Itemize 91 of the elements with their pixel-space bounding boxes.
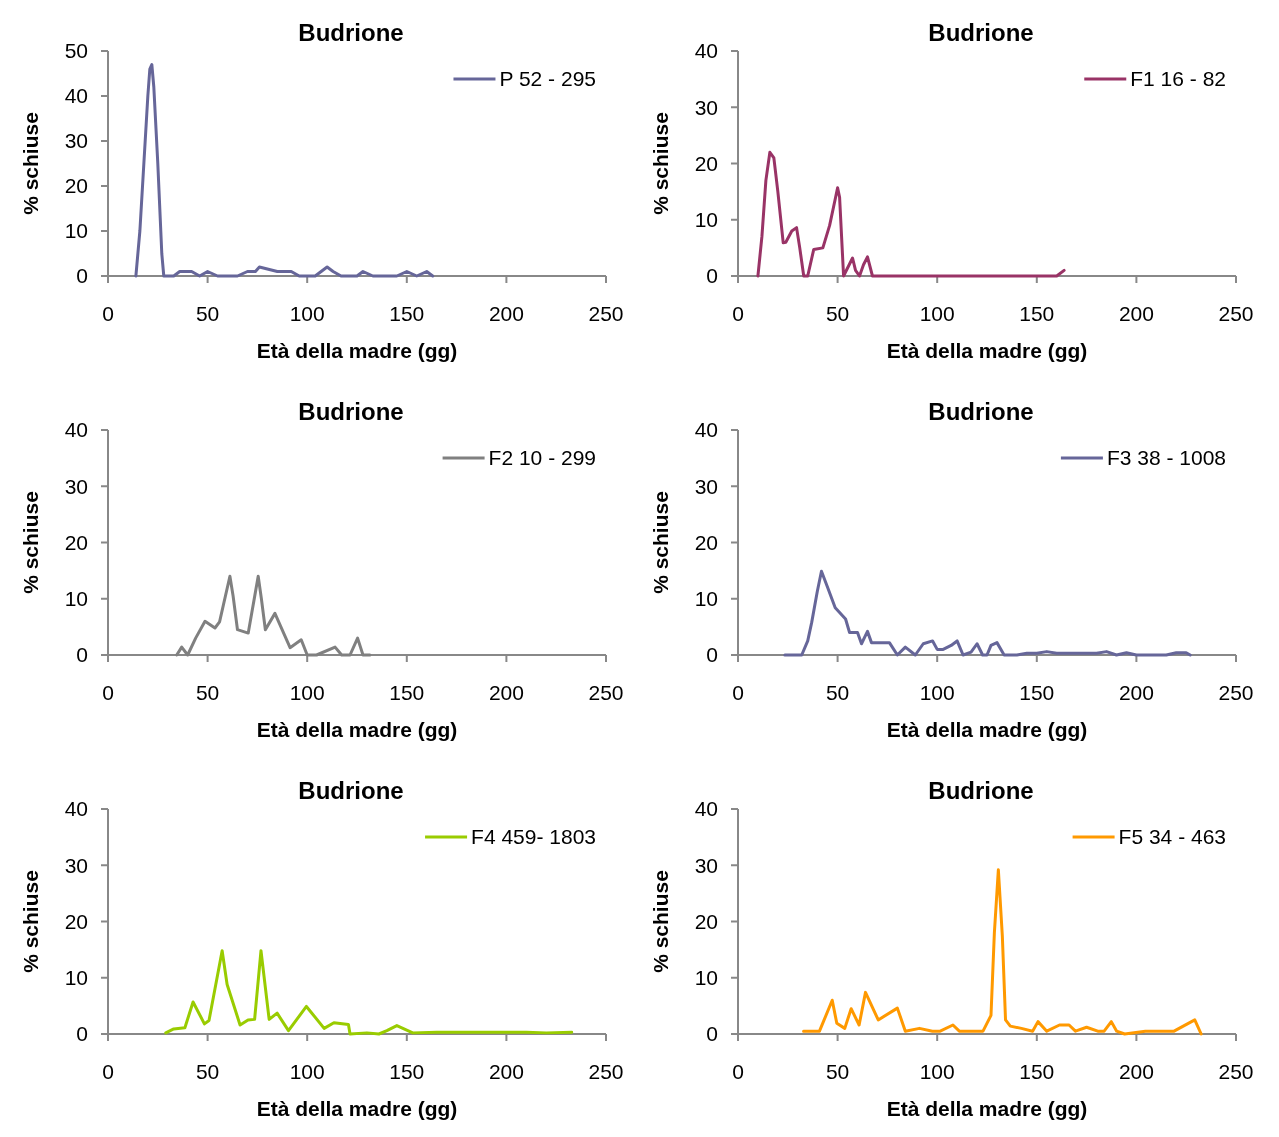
chart-title: Budrione	[928, 398, 1034, 425]
y-tick-label: 10	[64, 219, 88, 243]
y-tick-label: 40	[694, 39, 718, 63]
x-tick-label: 250	[588, 681, 624, 704]
y-tick-label: 20	[694, 151, 718, 175]
x-tick-label: 150	[389, 1060, 425, 1083]
y-tick-label: 30	[64, 474, 88, 498]
x-tick-label: 100	[289, 681, 325, 704]
chart-title: Budrione	[928, 777, 1034, 804]
x-tick-label: 50	[195, 1060, 220, 1083]
y-tick-label: 30	[64, 853, 88, 877]
x-tick-label: 200	[488, 302, 524, 325]
x-tick-label: 100	[289, 302, 325, 325]
legend-label: F3 38 - 1008	[1106, 446, 1226, 470]
x-tick-label: 50	[195, 681, 220, 704]
chart-title: Budrione	[298, 398, 404, 425]
chart-title: Budrione	[298, 777, 404, 804]
y-tick-label: 10	[694, 208, 718, 232]
y-tick-label: 20	[694, 530, 718, 554]
x-tick-label: 150	[389, 302, 425, 325]
y-tick-label: 0	[76, 643, 88, 667]
y-tick-label: 20	[694, 909, 718, 933]
chart-title: Budrione	[928, 19, 1034, 46]
y-tick-label: 50	[64, 39, 88, 63]
y-tick-label: 40	[694, 797, 718, 821]
legend-label: F2 10 - 299	[488, 446, 596, 470]
y-axis-title: % schiuse	[649, 870, 672, 973]
x-tick-label: 0	[732, 681, 744, 704]
y-axis-title: % schiuse	[19, 491, 42, 594]
x-tick-label: 250	[588, 1060, 624, 1083]
y-tick-label: 10	[64, 966, 88, 990]
x-tick-label: 100	[289, 1060, 325, 1083]
x-tick-label: 150	[389, 681, 425, 704]
x-tick-label: 100	[919, 1060, 955, 1083]
y-tick-label: 40	[64, 84, 88, 108]
y-axis-title: % schiuse	[649, 491, 672, 594]
y-tick-label: 20	[64, 530, 88, 554]
legend-label: F4 459- 1803	[471, 825, 596, 849]
x-tick-label: 200	[1118, 1060, 1154, 1083]
legend-label: P 52 - 295	[499, 67, 596, 91]
x-axis-title: Età della madre (gg)	[886, 339, 1088, 362]
x-tick-label: 50	[825, 681, 850, 704]
y-tick-label: 0	[706, 264, 718, 288]
x-axis-title: Età della madre (gg)	[256, 1097, 458, 1120]
x-axis-title: Età della madre (gg)	[256, 718, 458, 741]
x-tick-label: 0	[102, 681, 114, 704]
legend-label: F5 34 - 463	[1118, 825, 1226, 849]
x-tick-label: 150	[1019, 1060, 1055, 1083]
y-tick-label: 40	[64, 418, 88, 442]
x-tick-label: 50	[825, 302, 850, 325]
y-tick-label: 40	[694, 418, 718, 442]
x-tick-label: 250	[1218, 302, 1254, 325]
y-tick-label: 0	[76, 264, 88, 288]
x-tick-label: 200	[488, 1060, 524, 1083]
x-axis-title: Età della madre (gg)	[886, 1097, 1088, 1120]
y-tick-label: 20	[64, 174, 88, 198]
x-tick-label: 0	[102, 1060, 114, 1083]
y-tick-label: 30	[694, 853, 718, 877]
y-tick-label: 10	[694, 966, 718, 990]
y-axis-title: % schiuse	[19, 112, 42, 215]
x-tick-label: 200	[1118, 681, 1154, 704]
x-tick-label: 250	[1218, 681, 1254, 704]
y-tick-label: 30	[694, 95, 718, 119]
x-tick-label: 250	[588, 302, 624, 325]
x-tick-label: 250	[1218, 1060, 1254, 1083]
x-tick-label: 200	[1118, 302, 1154, 325]
x-tick-label: 0	[732, 302, 744, 325]
y-tick-label: 30	[64, 129, 88, 153]
y-tick-label: 40	[64, 797, 88, 821]
y-tick-label: 10	[694, 587, 718, 611]
y-axis-title: % schiuse	[19, 870, 42, 973]
chart-title: Budrione	[298, 19, 404, 46]
y-tick-label: 30	[694, 474, 718, 498]
x-tick-label: 200	[488, 681, 524, 704]
x-tick-label: 50	[195, 302, 220, 325]
x-tick-label: 0	[102, 302, 114, 325]
x-tick-label: 0	[732, 1060, 744, 1083]
y-tick-label: 0	[76, 1022, 88, 1046]
x-tick-label: 150	[1019, 302, 1055, 325]
x-tick-label: 150	[1019, 681, 1055, 704]
y-tick-label: 10	[64, 587, 88, 611]
x-tick-label: 100	[919, 302, 955, 325]
legend-label: F1 16 - 82	[1130, 67, 1226, 91]
y-tick-label: 20	[64, 909, 88, 933]
x-tick-label: 100	[919, 681, 955, 704]
y-tick-label: 0	[706, 643, 718, 667]
x-tick-label: 50	[825, 1060, 850, 1083]
y-axis-title: % schiuse	[649, 112, 672, 215]
y-tick-label: 0	[706, 1022, 718, 1046]
x-axis-title: Età della madre (gg)	[256, 339, 458, 362]
x-axis-title: Età della madre (gg)	[886, 718, 1088, 741]
